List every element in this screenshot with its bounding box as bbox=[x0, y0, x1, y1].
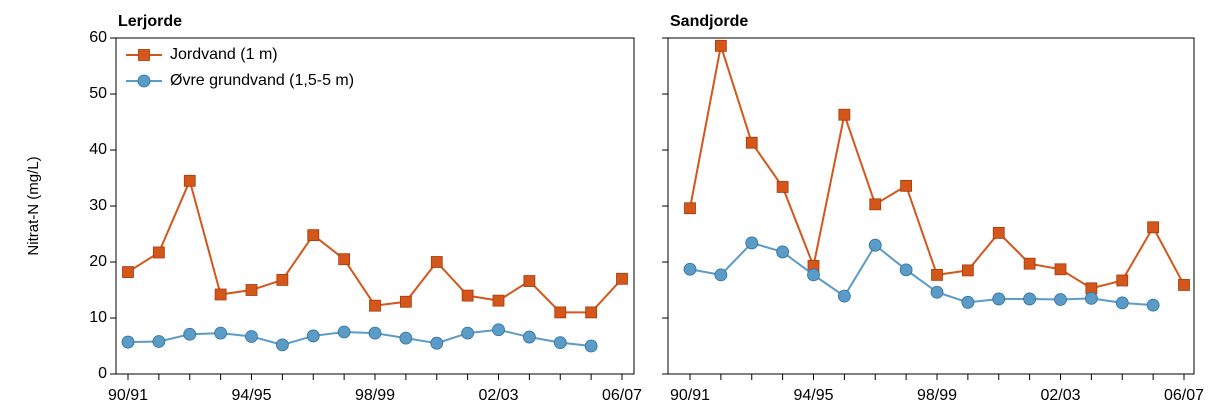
marker bbox=[399, 295, 412, 308]
y-tick-label: 0 bbox=[98, 365, 107, 382]
series-line bbox=[127, 328, 592, 347]
marker bbox=[492, 323, 505, 337]
marker bbox=[684, 202, 696, 215]
marker bbox=[1023, 292, 1037, 306]
marker bbox=[616, 272, 628, 285]
marker bbox=[337, 325, 351, 339]
marker bbox=[585, 306, 598, 319]
marker bbox=[838, 108, 851, 121]
x-tick-label: 90/91 bbox=[670, 387, 710, 404]
marker bbox=[183, 174, 196, 187]
marker bbox=[338, 253, 351, 266]
y-tick-label: 40 bbox=[89, 141, 107, 158]
marker bbox=[1116, 274, 1129, 287]
marker bbox=[1178, 279, 1190, 291]
marker bbox=[553, 336, 567, 350]
x-tick-label: 06/07 bbox=[1164, 387, 1204, 404]
marker bbox=[492, 294, 505, 307]
series-line bbox=[689, 241, 1154, 307]
y-tick-label: 50 bbox=[89, 85, 107, 102]
legend-label: Jordvand (1 m) bbox=[170, 46, 278, 63]
marker bbox=[138, 49, 150, 61]
marker bbox=[369, 299, 381, 312]
marker bbox=[554, 306, 567, 319]
marker bbox=[245, 330, 258, 343]
x-tick-label: 06/07 bbox=[602, 387, 642, 404]
y-tick-label: 10 bbox=[89, 309, 107, 326]
marker bbox=[276, 274, 289, 286]
marker bbox=[1147, 221, 1160, 234]
marker bbox=[1054, 263, 1067, 276]
plot-frame bbox=[667, 37, 1195, 375]
marker bbox=[869, 198, 882, 211]
marker bbox=[137, 74, 151, 88]
marker bbox=[214, 326, 228, 340]
marker bbox=[245, 284, 258, 296]
y-tick-label: 60 bbox=[89, 29, 107, 46]
marker bbox=[745, 236, 759, 250]
x-tick-label: 94/95 bbox=[793, 387, 833, 404]
marker bbox=[745, 136, 758, 149]
marker bbox=[522, 330, 536, 344]
marker bbox=[461, 326, 475, 340]
marker bbox=[837, 289, 851, 303]
marker bbox=[523, 275, 536, 287]
marker bbox=[776, 181, 789, 193]
marker bbox=[992, 292, 1006, 306]
marker bbox=[399, 331, 413, 345]
marker bbox=[1054, 293, 1067, 306]
marker bbox=[584, 339, 598, 353]
marker bbox=[306, 329, 320, 343]
marker bbox=[961, 264, 974, 277]
marker bbox=[807, 268, 820, 282]
marker bbox=[930, 285, 944, 299]
marker bbox=[121, 335, 135, 349]
marker bbox=[461, 289, 474, 302]
marker bbox=[1115, 296, 1129, 310]
series-line bbox=[127, 177, 623, 314]
marker bbox=[900, 179, 913, 192]
y-tick-label: 30 bbox=[89, 197, 107, 214]
panel-title: Lerjorde bbox=[118, 13, 182, 30]
y-tick-label: 20 bbox=[89, 253, 107, 270]
marker bbox=[714, 39, 727, 52]
marker bbox=[183, 327, 197, 341]
x-tick-label: 98/99 bbox=[355, 387, 395, 404]
marker bbox=[714, 268, 728, 282]
panel-title: Sandjorde bbox=[670, 13, 748, 30]
marker bbox=[961, 295, 975, 309]
x-tick-label: 94/95 bbox=[231, 387, 271, 404]
marker bbox=[214, 288, 227, 301]
marker bbox=[307, 229, 320, 242]
marker bbox=[368, 326, 382, 340]
marker bbox=[868, 238, 882, 252]
marker bbox=[776, 245, 790, 259]
marker bbox=[683, 262, 697, 276]
legend-label: Øvre grundvand (1,5-5 m) bbox=[170, 72, 354, 89]
marker bbox=[1084, 291, 1098, 305]
marker bbox=[1023, 257, 1036, 270]
marker bbox=[931, 268, 943, 281]
marker bbox=[275, 338, 289, 352]
marker bbox=[899, 263, 913, 277]
y-axis-label: Nitrat-N (mg/L) bbox=[25, 156, 42, 255]
series-line bbox=[689, 45, 1185, 290]
x-tick-label: 90/91 bbox=[108, 387, 148, 404]
marker bbox=[430, 336, 444, 350]
x-tick-label: 98/99 bbox=[917, 387, 957, 404]
x-tick-label: 02/03 bbox=[478, 387, 518, 404]
marker bbox=[430, 256, 443, 268]
marker bbox=[1146, 298, 1160, 312]
marker bbox=[122, 266, 134, 278]
marker bbox=[152, 246, 165, 259]
marker bbox=[992, 226, 1005, 239]
marker bbox=[152, 335, 166, 348]
x-tick-label: 02/03 bbox=[1040, 387, 1080, 404]
